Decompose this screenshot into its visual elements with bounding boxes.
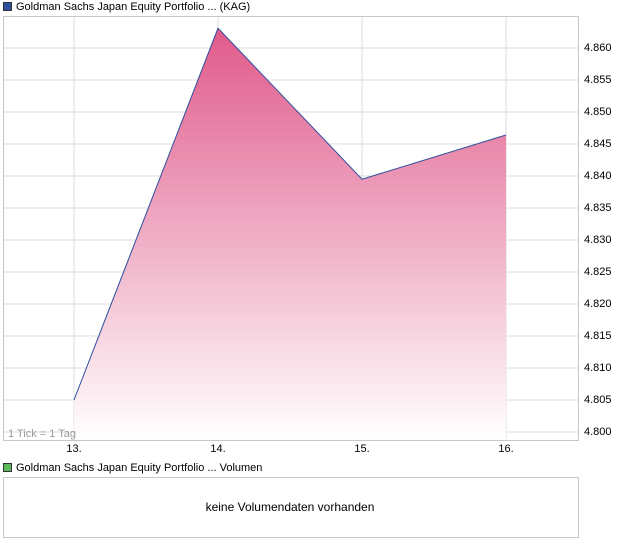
y-tick-label: 4.850 [584, 106, 612, 118]
y-tick-label: 4.815 [584, 330, 612, 342]
y-tick-label: 4.810 [584, 362, 612, 374]
plot-frame [3, 16, 579, 441]
y-tick-label: 4.820 [584, 298, 612, 310]
x-tick-label: 13. [66, 443, 81, 455]
x-tick-label: 15. [354, 443, 369, 455]
y-tick-label: 4.845 [584, 138, 612, 150]
y-tick-label: 4.835 [584, 202, 612, 214]
legend-swatch [3, 463, 12, 472]
annotation: 1 Tick = 1 Tag [8, 428, 76, 440]
x-tick-label: 16. [498, 443, 513, 455]
y-tick-label: 4.840 [584, 170, 612, 182]
y-tick-label: 4.825 [584, 266, 612, 278]
y-tick-label: 4.800 [584, 426, 612, 438]
y-tick-label: 4.855 [584, 74, 612, 86]
line [73, 27, 507, 401]
y-tick-label: 4.830 [584, 234, 612, 246]
y-tick-label: 4.860 [584, 42, 612, 54]
y-tick-label: 4.805 [584, 394, 612, 406]
volume-message: keine Volumendaten vorhanden [206, 500, 375, 514]
legend-label: Goldman Sachs Japan Equity Portfolio ...… [16, 1, 250, 13]
x-tick-label: 14. [210, 443, 225, 455]
area-fill [74, 28, 506, 440]
legend-swatch [3, 2, 12, 11]
legend-label: Goldman Sachs Japan Equity Portfolio ...… [16, 462, 262, 474]
volume-frame [3, 477, 579, 538]
